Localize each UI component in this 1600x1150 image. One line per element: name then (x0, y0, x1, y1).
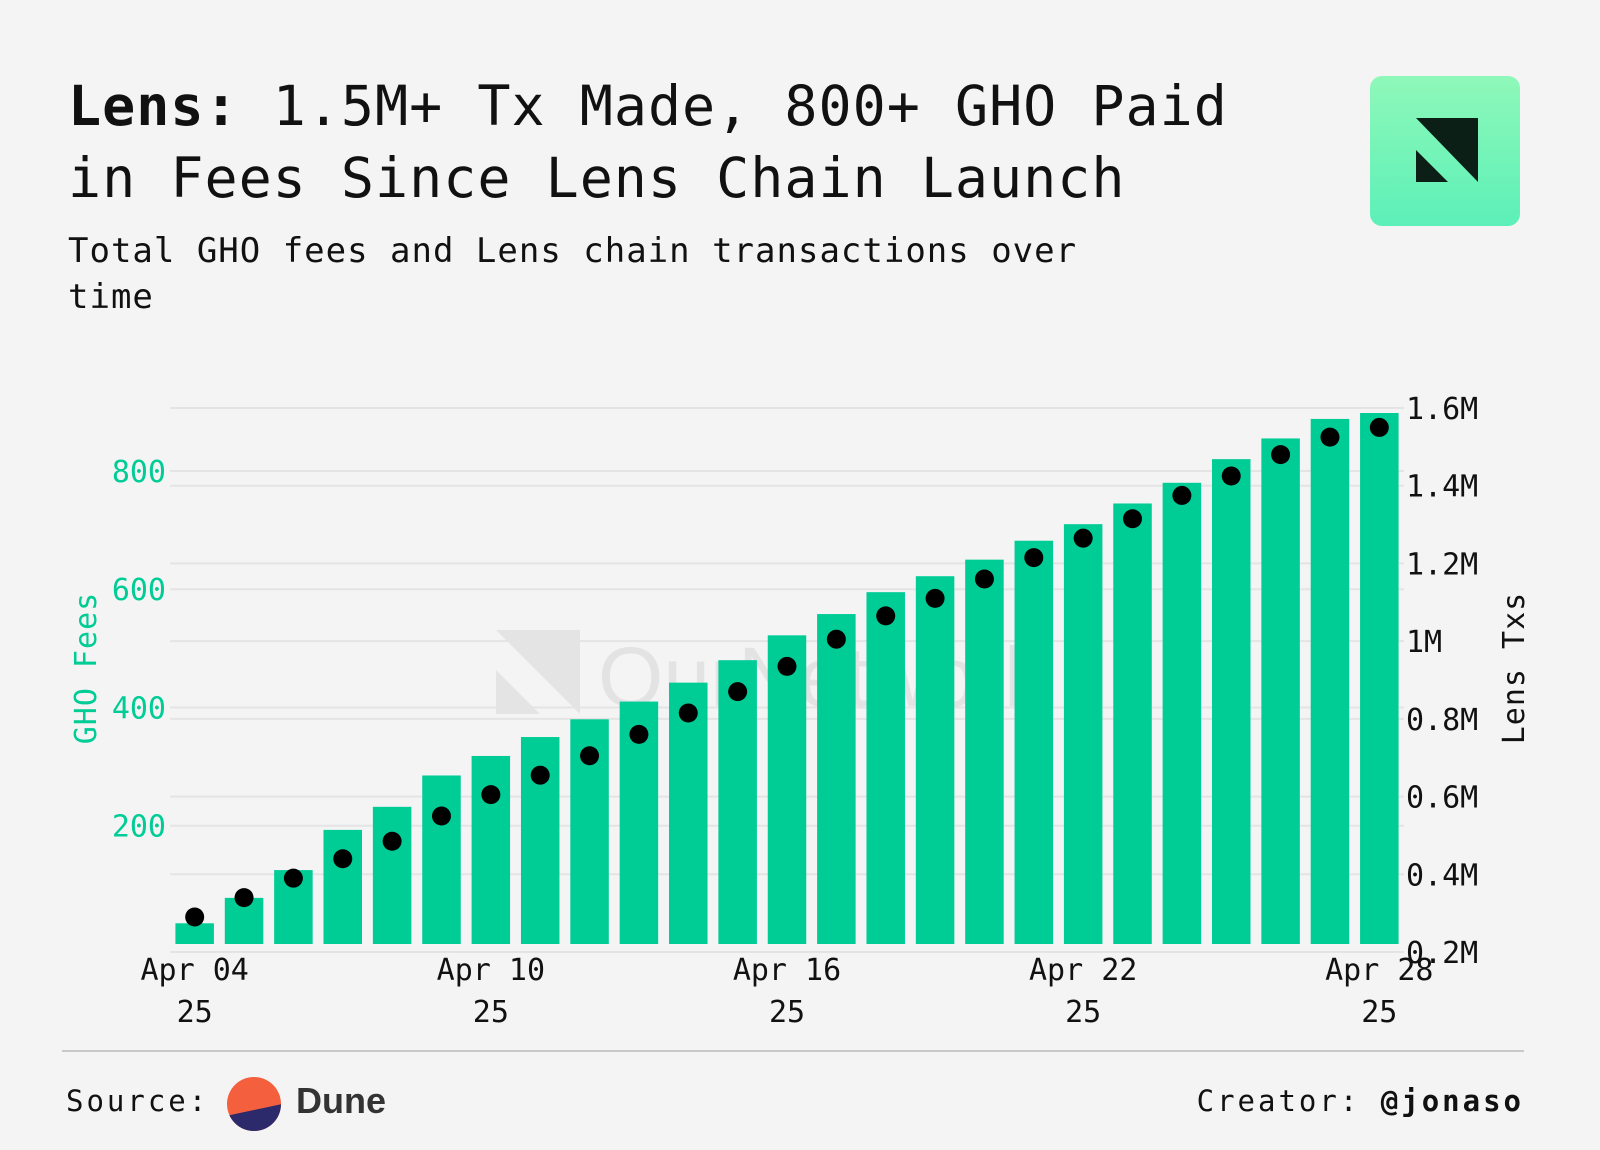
scatter-point (530, 765, 550, 785)
scatter-point (333, 849, 353, 869)
chart-title-rest: 1.5M+ Tx Made, 800+ GHO Paid in Fees Sin… (68, 74, 1228, 210)
creator-label: Creator: (1196, 1084, 1361, 1118)
x-axis-tick-label-year: 25 (1065, 995, 1101, 1030)
right-axis-tick-label: 0.4M (1406, 858, 1478, 893)
left-axis-tick-label: 400 (112, 691, 166, 726)
bar (866, 592, 905, 944)
scatter-point (283, 868, 303, 888)
scatter-point (629, 724, 649, 744)
x-axis-tick-label-year: 25 (177, 995, 213, 1030)
left-axis-tick-label: 200 (112, 810, 166, 845)
watermark-logo-icon (496, 630, 580, 714)
scatter-point (1320, 427, 1340, 447)
scatter-point (876, 606, 896, 626)
right-axis-label: Lens Txs (1497, 592, 1532, 745)
x-axis-tick-label: Apr 16 (733, 953, 841, 988)
bar (1310, 418, 1350, 944)
scatter-point (1024, 548, 1044, 568)
bar (1211, 459, 1251, 944)
bar (175, 923, 214, 944)
left-axis-label: GHO Fees (69, 592, 104, 745)
right-axis-tick-label: 0.6M (1406, 781, 1478, 816)
bar (471, 755, 511, 944)
bar (323, 829, 363, 944)
scatter-point (431, 806, 451, 826)
bar (372, 806, 412, 944)
bar (422, 775, 461, 944)
scatter-point (481, 785, 501, 805)
scatter-point (234, 888, 254, 908)
scatter-point (382, 831, 402, 851)
ournetwork-logo-icon (1370, 76, 1520, 226)
bar (1261, 438, 1300, 944)
bar (1063, 524, 1103, 944)
scatter-point (1123, 509, 1143, 529)
scatter-point (580, 746, 600, 766)
bar (965, 559, 1004, 944)
left-axis-tick-label: 600 (112, 573, 166, 608)
x-axis-tick-label-year: 25 (769, 995, 805, 1030)
scatter-point (777, 656, 797, 676)
source-name: Dune (296, 1080, 386, 1121)
right-axis-tick-label: 1M (1406, 625, 1442, 660)
bar (1360, 413, 1399, 945)
left-axis-tick-label: 800 (112, 455, 166, 490)
scatter-point (1073, 528, 1093, 548)
chart: OurNetwork 2004006008000.2M0.4M0.6M0.8M1… (69, 392, 1532, 1030)
bar (718, 660, 757, 944)
bar (669, 682, 708, 944)
scatter-point (678, 703, 698, 723)
right-axis-tick-label: 0.8M (1406, 703, 1478, 738)
right-axis-tick-label: 1.6M (1406, 392, 1478, 427)
scatter-point (1369, 417, 1389, 437)
bar (915, 576, 955, 944)
right-axis-tick-label: 1.2M (1406, 547, 1478, 582)
bar (767, 635, 807, 944)
watermark-logo-icon (496, 670, 540, 714)
scatter-point (1221, 466, 1241, 486)
scatter-point (728, 682, 748, 702)
scatter-point (925, 588, 945, 608)
bar (817, 614, 856, 944)
bar (1162, 482, 1202, 944)
scatter-point (826, 629, 846, 649)
chart-title: Lens: 1.5M+ Tx Made, 800+ GHO Paid in Fe… (68, 70, 1308, 214)
chart-subtitle: Total GHO fees and Lens chain transactio… (68, 231, 1078, 317)
x-axis-tick-label-year: 25 (1361, 995, 1397, 1030)
scatter-point (185, 907, 205, 927)
footer-divider (62, 1050, 1524, 1052)
dune-logo-icon (227, 1077, 281, 1131)
bar (1014, 540, 1054, 944)
source-label: Source: (66, 1084, 210, 1118)
x-axis-tick-label: Apr 28 (1325, 953, 1433, 988)
scatter-point (1271, 445, 1291, 465)
creator-handle: @jonaso (1380, 1084, 1524, 1118)
chart-title-bold: Lens: (68, 74, 239, 138)
bar (1113, 503, 1152, 944)
scatter-point (974, 569, 994, 589)
x-axis-tick-label: Apr 04 (140, 953, 248, 988)
right-axis-tick-label: 1.4M (1406, 470, 1478, 505)
x-axis-tick-label-year: 25 (473, 995, 509, 1030)
x-axis-tick-label: Apr 10 (437, 953, 545, 988)
x-axis-tick-label: Apr 22 (1029, 953, 1137, 988)
scatter-point (1172, 485, 1192, 505)
right-axis-tick-label: 0.2M (1406, 936, 1478, 971)
creator: Creator: @jonaso (1197, 1084, 1524, 1118)
